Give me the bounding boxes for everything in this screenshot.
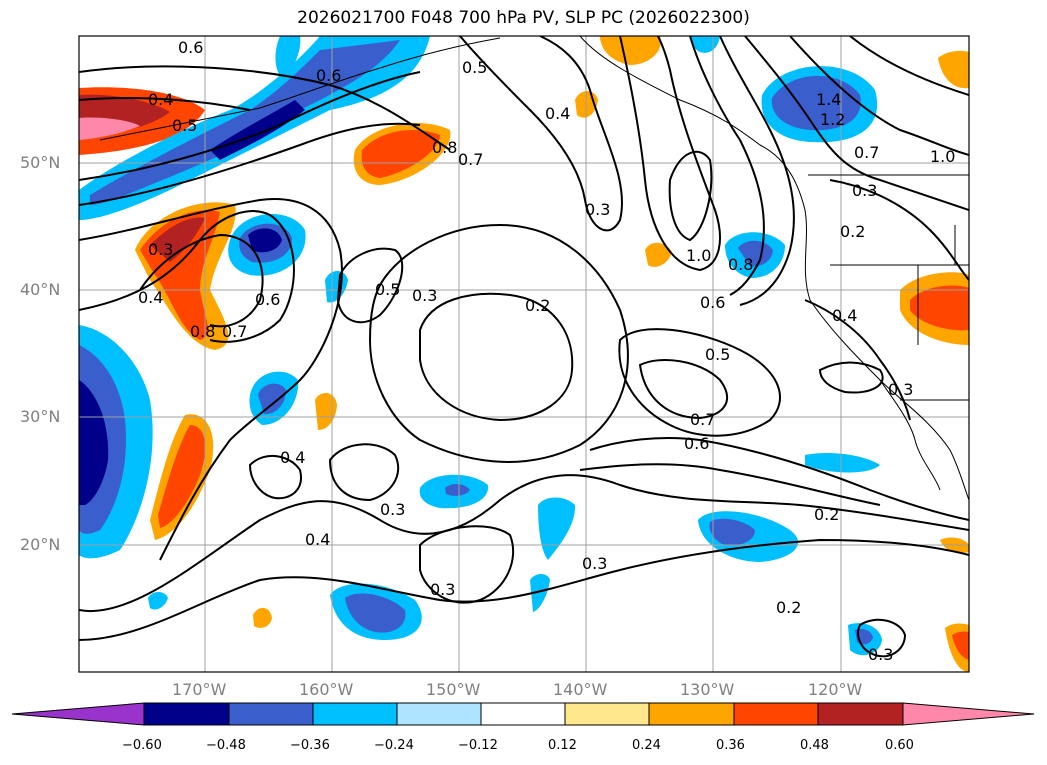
- contour-label: 0.5: [705, 345, 731, 364]
- contour-label: 0.4: [832, 306, 858, 325]
- contour-label: 1.0: [930, 147, 956, 166]
- contour-label: 0.6: [684, 434, 710, 453]
- contour-label: 0.6: [255, 290, 281, 309]
- contour-label: 0.7: [222, 322, 248, 341]
- lon-label-170w: 170°W: [172, 680, 227, 699]
- map-title: 2026021700 F048 700 hPa PV, SLP PC (2026…: [297, 8, 750, 28]
- lon-label-120w: 120°W: [808, 680, 863, 699]
- contour-label: 0.2: [840, 222, 866, 241]
- colorbar-label: −0.36: [290, 738, 330, 753]
- lat-label-30n: 30°N: [20, 407, 61, 426]
- contour-label: 1.2: [820, 110, 846, 129]
- colorbar-label: 0.36: [716, 738, 745, 753]
- slp-contours: [79, 36, 969, 658]
- contour-label: 0.4: [280, 448, 306, 467]
- contour-label: 1.0: [686, 246, 712, 265]
- contour-label: 0.3: [430, 580, 456, 599]
- contour-label: 0.3: [852, 181, 878, 200]
- contour-label: 0.3: [582, 554, 608, 573]
- lat-label-20n: 20°N: [20, 535, 61, 554]
- contour-label: 0.5: [462, 58, 488, 77]
- contour-label: 0.3: [380, 500, 406, 519]
- contour-label: 0.3: [868, 645, 894, 664]
- lon-label-160w: 160°W: [299, 680, 354, 699]
- contour-label: 0.8: [432, 138, 458, 157]
- coastlines: [99, 36, 969, 501]
- contour-label: 0.7: [854, 143, 880, 162]
- colorbar-label: 0.12: [548, 738, 577, 753]
- contour-label: 0.6: [178, 38, 204, 57]
- colorbar-label: −0.48: [206, 738, 246, 753]
- contour-label: 0.5: [172, 116, 198, 135]
- colorbar-label: −0.12: [458, 738, 498, 753]
- contour-label: 0.3: [585, 200, 611, 219]
- contour-label: 0.4: [148, 90, 174, 109]
- lon-label-140w: 140°W: [553, 680, 608, 699]
- colorbar-label: −0.24: [374, 738, 414, 753]
- colorbar-label: 0.24: [632, 738, 661, 753]
- contour-label: 0.4: [138, 288, 164, 307]
- contour-label: 0.7: [690, 410, 716, 429]
- contour-label: 0.8: [728, 255, 754, 274]
- lat-label-50n: 50°N: [20, 153, 61, 172]
- contour-label: 0.5: [375, 280, 401, 299]
- contour-label: 0.4: [305, 530, 331, 549]
- contour-label: 1.4: [816, 90, 842, 109]
- contour-label: 0.2: [814, 505, 840, 524]
- contour-label: 0.3: [888, 380, 914, 399]
- contour-label: 0.6: [316, 66, 342, 85]
- lat-label-40n: 40°N: [20, 280, 61, 299]
- pv-shading: [79, 36, 969, 672]
- map-frame: [78, 35, 970, 673]
- contour-label: 0.2: [525, 296, 551, 315]
- contour-label: 0.8: [190, 322, 216, 341]
- colorbar: [11, 702, 1035, 726]
- colorbar-label: 0.48: [800, 738, 829, 753]
- contour-label: 0.2: [776, 598, 802, 617]
- lon-label-130w: 130°W: [680, 680, 735, 699]
- contour-label: 0.6: [700, 293, 726, 312]
- contour-label: 0.3: [412, 286, 438, 305]
- colorbar-label: 0.60: [885, 738, 914, 753]
- colorbar-label: −0.60: [122, 738, 162, 753]
- contour-label: 0.7: [458, 150, 484, 169]
- contour-label: 0.3: [148, 240, 174, 259]
- contour-label: 0.4: [545, 104, 571, 123]
- lon-label-150w: 150°W: [426, 680, 481, 699]
